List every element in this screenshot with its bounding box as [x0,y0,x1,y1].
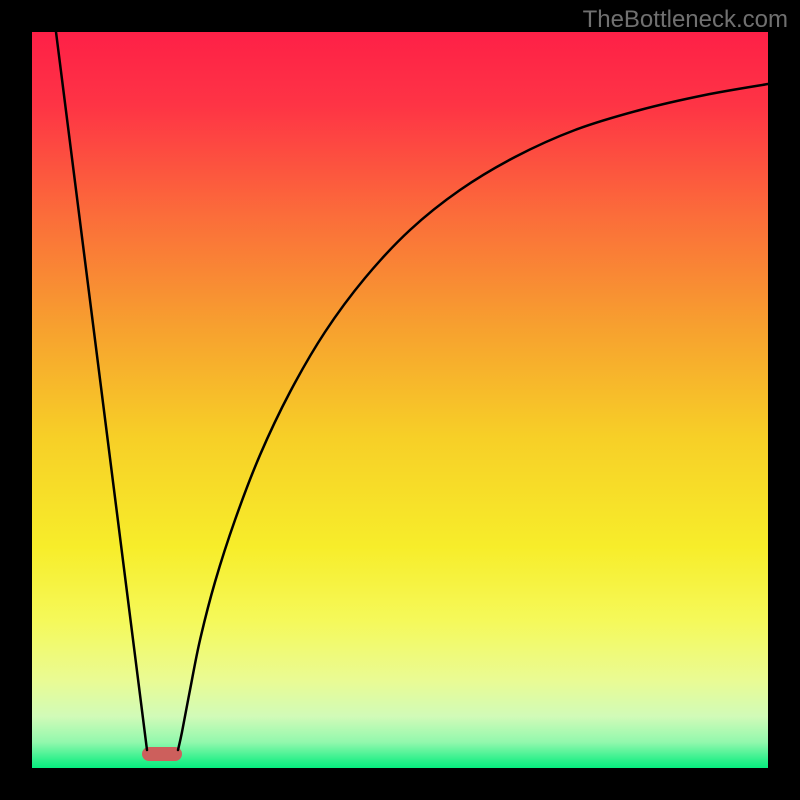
plot-background [32,32,768,768]
watermark-text: TheBottleneck.com [583,6,788,34]
chart-container: TheBottleneck.com [0,0,800,800]
bottleneck-chart [0,0,800,800]
